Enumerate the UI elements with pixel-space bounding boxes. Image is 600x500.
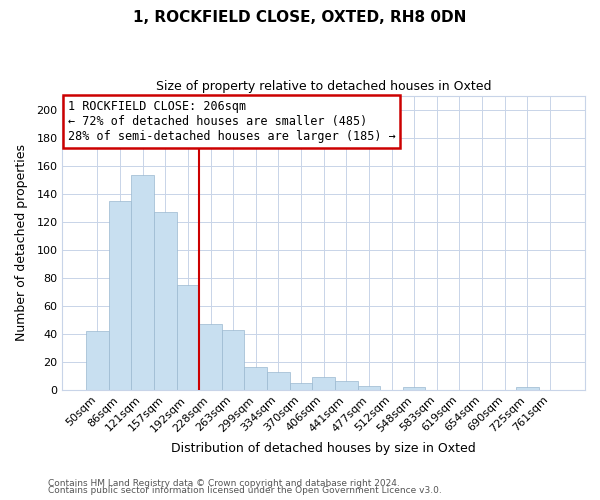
Bar — [86, 331, 109, 390]
Bar — [516, 387, 539, 390]
X-axis label: Distribution of detached houses by size in Oxted: Distribution of detached houses by size … — [171, 442, 476, 455]
Text: 1, ROCKFIELD CLOSE, OXTED, RH8 0DN: 1, ROCKFIELD CLOSE, OXTED, RH8 0DN — [133, 10, 467, 25]
Text: Contains public sector information licensed under the Open Government Licence v3: Contains public sector information licen… — [48, 486, 442, 495]
Bar — [313, 377, 335, 390]
Bar — [131, 176, 154, 390]
Bar — [290, 383, 313, 390]
Bar — [199, 324, 222, 390]
Bar — [335, 382, 358, 390]
Bar — [222, 330, 244, 390]
Text: 1 ROCKFIELD CLOSE: 206sqm
← 72% of detached houses are smaller (485)
28% of semi: 1 ROCKFIELD CLOSE: 206sqm ← 72% of detac… — [68, 100, 395, 143]
Bar — [176, 284, 199, 390]
Bar — [358, 386, 380, 390]
Y-axis label: Number of detached properties: Number of detached properties — [15, 144, 28, 341]
Text: Contains HM Land Registry data © Crown copyright and database right 2024.: Contains HM Land Registry data © Crown c… — [48, 478, 400, 488]
Title: Size of property relative to detached houses in Oxted: Size of property relative to detached ho… — [156, 80, 491, 93]
Bar — [403, 387, 425, 390]
Bar — [244, 368, 267, 390]
Bar — [267, 372, 290, 390]
Bar — [154, 212, 176, 390]
Bar — [109, 200, 131, 390]
